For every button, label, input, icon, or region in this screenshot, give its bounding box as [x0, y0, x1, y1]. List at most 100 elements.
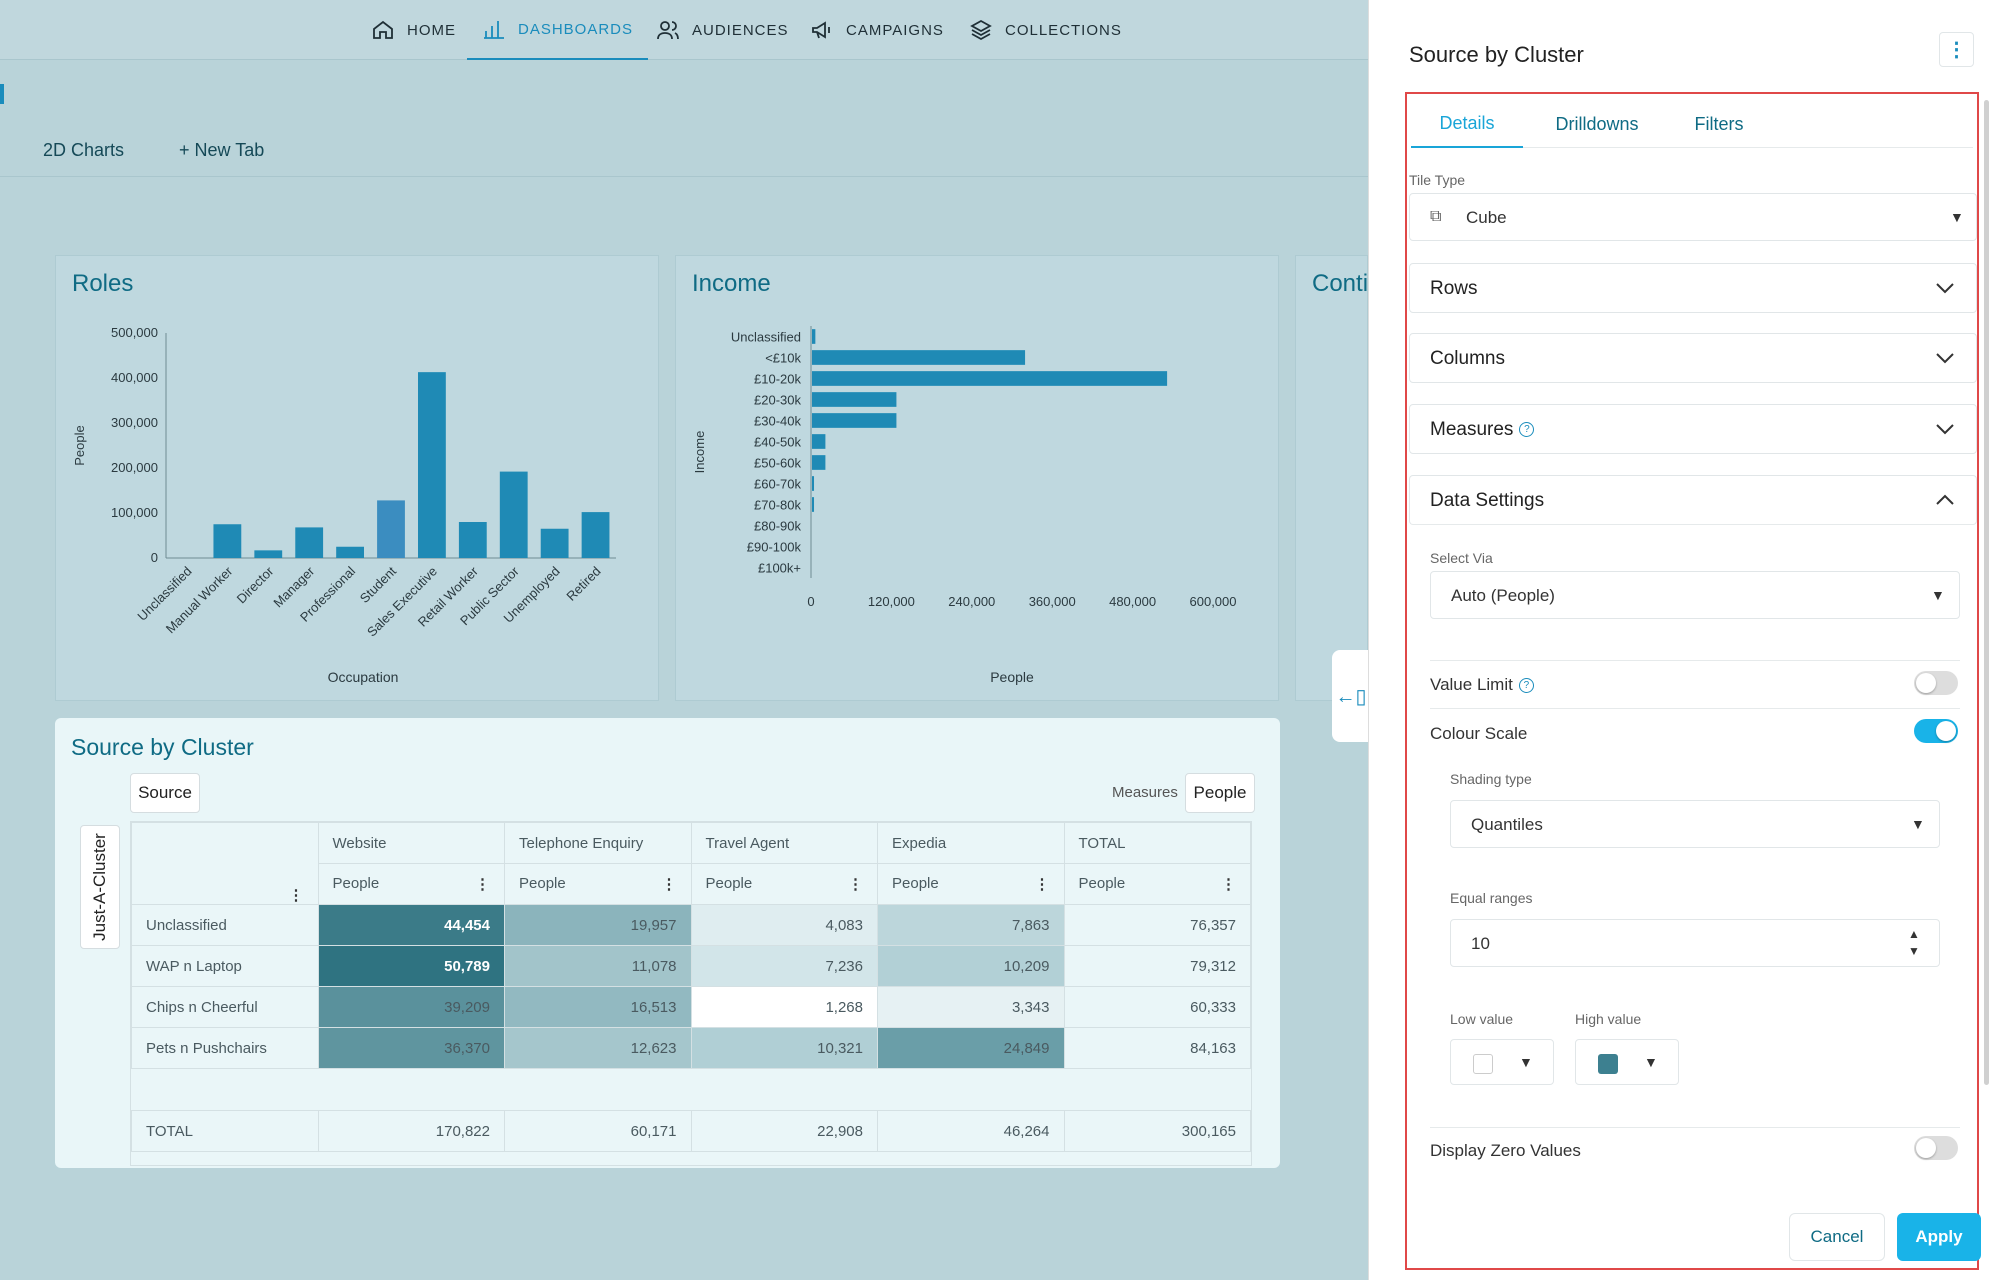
equal-ranges-input[interactable]: 10 ▲ ▼	[1450, 919, 1940, 967]
panel-menu-button[interactable]: ⋮	[1939, 32, 1974, 67]
table-cell: 1,268	[690, 986, 878, 1028]
column-menu-icon[interactable]: ⋮	[848, 876, 863, 893]
nav-audiences[interactable]: AUDIENCES	[656, 0, 789, 60]
measure-header: People ⋮	[690, 863, 878, 905]
divider	[1430, 708, 1960, 709]
top-nav: HOME DASHBOARDS AUDIENCES CAMPAIGNS COLL…	[0, 0, 1368, 60]
column-menu-icon[interactable]: ⋮	[475, 876, 490, 893]
nav-dashboards[interactable]: DASHBOARDS	[467, 0, 649, 60]
table-cell: 11,078	[504, 945, 692, 987]
y-tick-label: £20-30k	[754, 393, 801, 408]
toggle-knob	[1916, 673, 1936, 693]
nav-collections-label: COLLECTIONS	[1005, 21, 1122, 39]
help-icon[interactable]: ?	[1519, 422, 1535, 438]
measures-pill[interactable]: People	[1185, 773, 1255, 813]
corner-menu-icon[interactable]: ⋮	[288, 887, 304, 904]
panel-tabs	[1411, 100, 1973, 148]
help-icon[interactable]: ?	[1518, 678, 1534, 694]
bar-professional	[336, 546, 364, 558]
bar-income-7	[812, 476, 815, 491]
table-cell: 3,343	[877, 986, 1065, 1028]
nav-home-label: HOME	[407, 21, 456, 39]
x-tick-label: 120,000	[868, 594, 915, 609]
roles-card: Roles 500,000 400,000 300,000 200,000 100,00…	[55, 255, 659, 701]
y-tick-label: £40-50k	[754, 435, 801, 450]
tab-new[interactable]: + New Tab	[179, 140, 265, 160]
total-cell: 22,908	[690, 1110, 878, 1152]
high-color-swatch	[1598, 1054, 1618, 1074]
cancel-button[interactable]: Cancel	[1789, 1213, 1885, 1261]
dropdown-arrow-icon: ▼	[1950, 209, 1964, 225]
select-via-select[interactable]: Auto (People) ▼	[1430, 571, 1960, 619]
data-settings-accordion[interactable]: Data Settings	[1409, 475, 1977, 525]
row-label: WAP n Laptop	[131, 945, 319, 987]
table-cell: 10,321	[690, 1027, 878, 1069]
tab-drilldowns[interactable]: Drilldowns	[1555, 113, 1639, 134]
cluster-pill[interactable]: Just-A-Cluster	[80, 825, 120, 949]
y-axis-title: Income	[692, 431, 707, 474]
column-menu-icon[interactable]: ⋮	[1221, 876, 1236, 893]
measure-label: People	[332, 875, 380, 892]
table-cell: 76,357	[1063, 904, 1251, 946]
rows-label: Rows	[1430, 278, 1478, 299]
apply-button[interactable]: Apply	[1897, 1213, 1981, 1261]
col-header: Telephone Enquiry	[504, 822, 692, 864]
table-cell: 36,370	[317, 1027, 505, 1069]
rows-accordion[interactable]: Rows	[1409, 263, 1977, 313]
shading-type-value: Quantiles	[1471, 815, 1543, 834]
income-title: Income	[692, 270, 771, 297]
columns-accordion[interactable]: Columns	[1409, 333, 1977, 383]
bar-manager	[295, 527, 324, 558]
y-tick-label: 500,000	[111, 325, 158, 340]
bar-unemployed	[540, 528, 569, 558]
x-tick-label: 480,000	[1109, 594, 1156, 609]
data-settings-label: Data Settings	[1430, 490, 1545, 511]
tab-details[interactable]: Details	[1411, 100, 1523, 148]
column-menu-icon[interactable]: ⋮	[1034, 876, 1050, 893]
bar-income-1	[812, 350, 1026, 365]
nav-collections[interactable]: COLLECTIONS	[969, 0, 1122, 60]
table-cell: 60,333	[1063, 986, 1251, 1028]
x-tick-label: 240,000	[948, 594, 995, 609]
colour-scale-toggle[interactable]	[1914, 719, 1958, 743]
measure-header: People ⋮	[317, 863, 505, 905]
display-zero-toggle[interactable]	[1914, 1136, 1958, 1160]
tile-type-label: Tile Type	[1409, 172, 1466, 188]
y-axis-title: People	[72, 425, 87, 465]
toggle-knob	[1916, 1138, 1936, 1158]
tab-2d-charts[interactable]: 2D Charts	[43, 140, 125, 160]
collapse-panel-button[interactable]: ←▯	[1332, 650, 1370, 742]
y-tick-label: Unclassified	[731, 330, 801, 345]
source-pill[interactable]: Source	[130, 773, 200, 813]
bar-income-5	[812, 434, 826, 449]
tab-filters[interactable]: Filters	[1694, 113, 1744, 134]
stepper-icon[interactable]: ▲ ▼	[1908, 927, 1920, 958]
y-tick-label: 300,000	[111, 415, 158, 430]
y-tick-label: <£10k	[765, 351, 801, 366]
tile-type-select[interactable]: ⧉ Cube ▼	[1409, 193, 1977, 241]
table-row: WAP n Laptop 50,789 11,078 7,236 10,209 …	[131, 945, 1251, 987]
x-tick-label: Sales Executive	[364, 564, 440, 640]
y-tick-label: 200,000	[111, 460, 158, 475]
col-header: Travel Agent	[690, 822, 878, 864]
low-color-picker[interactable]: ▼	[1450, 1039, 1554, 1085]
table-row: Unclassified 44,454 19,957 4,083 7,863 7…	[131, 904, 1251, 946]
shading-type-select[interactable]: Quantiles ▼	[1450, 800, 1940, 848]
nav-home[interactable]: HOME	[371, 0, 456, 60]
panel-scrollbar[interactable]	[1984, 100, 1989, 1085]
y-tick-label: £80-90k	[754, 519, 801, 534]
table-cell: 10,209	[877, 945, 1065, 987]
y-tick-label: £30-40k	[754, 414, 801, 429]
bar-student	[377, 500, 405, 558]
value-limit-toggle[interactable]	[1914, 671, 1958, 695]
high-color-picker[interactable]: ▼	[1575, 1039, 1679, 1085]
column-menu-icon[interactable]: ⋮	[661, 876, 677, 893]
nav-campaigns[interactable]: CAMPAIGNS	[810, 0, 944, 60]
bar-income-0	[812, 329, 816, 344]
table-cell: 39,209	[317, 986, 505, 1028]
roles-chart: 500,000400,000300,000200,000100,0000Uncl…	[72, 325, 616, 685]
equal-ranges-label: Equal ranges	[1450, 890, 1533, 906]
bar-retired	[581, 512, 610, 558]
chevron-down-icon	[1936, 353, 1954, 364]
measures-accordion[interactable]: Measures?	[1409, 404, 1977, 454]
